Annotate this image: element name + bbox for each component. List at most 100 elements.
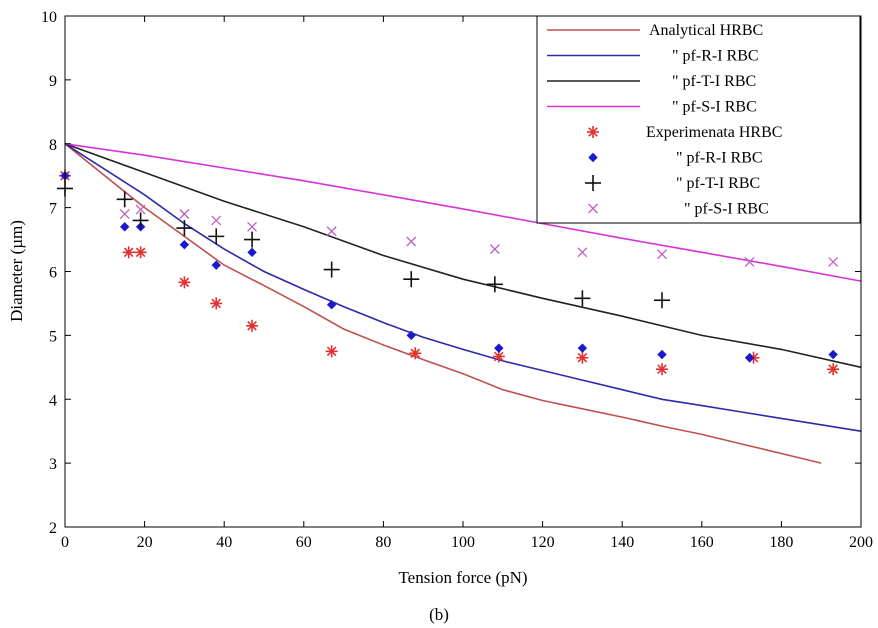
data-point-diamond: [494, 343, 504, 353]
marker-stroke: [494, 351, 504, 362]
marker-shape: [406, 330, 416, 341]
marker-stroke: [135, 204, 146, 215]
data-point-cross: [489, 244, 500, 255]
x-tick-label: 40: [216, 534, 232, 551]
data-point-plus: [654, 292, 670, 309]
marker-stroke: [179, 209, 190, 219]
x-tick-label: 160: [690, 534, 714, 551]
data-point-diamond: [179, 239, 190, 250]
data-point-asterisk: [178, 276, 191, 289]
marker-stroke: [179, 277, 190, 288]
series-line-3: [64, 143, 862, 282]
data-point-plus: [208, 228, 225, 245]
marker-stroke: [211, 298, 222, 309]
series-line-1: [64, 143, 862, 432]
data-point-plus: [574, 290, 591, 307]
marker-stroke: [828, 364, 838, 375]
legend-entry-label: " pf-T-I RBC: [676, 175, 760, 192]
marker-shape: [247, 247, 257, 258]
marker-layer: [57, 169, 840, 376]
data-point-plus: [323, 261, 340, 278]
legend-marker-swatch: [588, 152, 598, 163]
data-point-asterisk: [576, 351, 589, 364]
marker-shape: [577, 343, 588, 353]
marker-shape: [588, 152, 598, 163]
data-point-cross: [406, 236, 417, 247]
series-line-2: [64, 143, 862, 369]
y-tick-label: 3: [49, 456, 57, 473]
data-point-plus: [116, 191, 133, 208]
x-tick-label: 100: [451, 534, 475, 551]
marker-stroke: [211, 215, 222, 226]
x-tick-label: 0: [61, 534, 69, 551]
data-point-diamond: [828, 349, 838, 360]
data-point-diamond: [657, 349, 667, 360]
data-point-cross: [828, 256, 839, 267]
x-tick-label: 20: [137, 534, 153, 551]
legend-marker-swatch: [587, 126, 599, 138]
data-point-diamond: [406, 330, 416, 341]
data-point-cross: [744, 256, 755, 267]
legend-entry-label: " pf-R-I RBC: [672, 48, 759, 65]
y-tick-label: 5: [49, 328, 57, 345]
x-axis-label: Tension force (pN): [398, 568, 527, 587]
data-point-cross: [211, 215, 222, 226]
marker-stroke: [247, 320, 257, 331]
data-point-diamond: [119, 222, 130, 232]
marker-stroke: [135, 247, 146, 258]
data-point-cross: [326, 226, 337, 237]
marker-stroke: [577, 247, 588, 258]
y-tick-label: 10: [41, 9, 57, 26]
data-point-plus: [403, 271, 420, 288]
axis-ticks: 0 20 40 60 80 100 120 140 160 180 200 2 3 4 5 6 7 8 9 10: [41, 9, 873, 551]
marker-stroke: [828, 256, 839, 267]
x-tick-label: 80: [375, 534, 391, 551]
marker-stroke: [489, 244, 500, 255]
marker-stroke: [326, 346, 337, 357]
legend-marker-swatch: [585, 175, 601, 191]
data-point-diamond: [211, 260, 221, 270]
marker-shape: [119, 222, 130, 232]
legend-entry-label: " pf-S-I RBC: [672, 99, 757, 116]
marker-stroke: [326, 226, 337, 237]
x-tick-label: 120: [531, 534, 555, 551]
data-point-plus: [244, 231, 261, 248]
data-point-asterisk: [122, 246, 135, 259]
legend: Analytical HRBC " pf-R-I RBC " pf-T-I RBC "…: [536, 15, 861, 224]
data-point-asterisk: [325, 345, 338, 358]
marker-shape: [744, 353, 755, 363]
data-point-asterisk: [246, 319, 259, 332]
data-point-cross: [577, 247, 588, 258]
y-tick-label: 9: [49, 73, 57, 90]
y-tick-label: 8: [49, 137, 57, 154]
data-point-diamond: [326, 300, 337, 310]
x-tick-label: 60: [296, 534, 312, 551]
marker-shape: [211, 260, 221, 270]
data-point-diamond: [744, 353, 755, 363]
y-tick-label: 7: [49, 201, 57, 218]
marker-stroke: [577, 352, 588, 363]
series-line-0: [64, 143, 822, 464]
legend-entry-label: " pf-T-I RBC: [672, 73, 756, 90]
marker-stroke: [123, 247, 134, 258]
marker-stroke: [744, 256, 755, 267]
data-point-diamond: [577, 343, 588, 353]
y-tick-label: 4: [49, 392, 57, 409]
y-tick-label: 6: [49, 265, 57, 282]
marker-shape: [179, 239, 190, 250]
figure-caption: (b): [429, 605, 449, 624]
data-point-asterisk: [656, 363, 668, 376]
marker-stroke: [588, 203, 598, 214]
data-point-diamond: [247, 247, 257, 258]
data-point-plus: [176, 220, 193, 237]
data-point-asterisk: [134, 246, 147, 259]
y-axis-label: Diameter (µm): [7, 220, 26, 322]
series-layer: [64, 143, 862, 464]
marker-stroke: [247, 221, 258, 232]
marker-shape: [657, 349, 667, 360]
data-point-plus: [132, 212, 149, 229]
y-tick-label: 2: [49, 520, 57, 537]
data-point-cross: [135, 204, 146, 215]
data-point-asterisk: [210, 297, 223, 310]
